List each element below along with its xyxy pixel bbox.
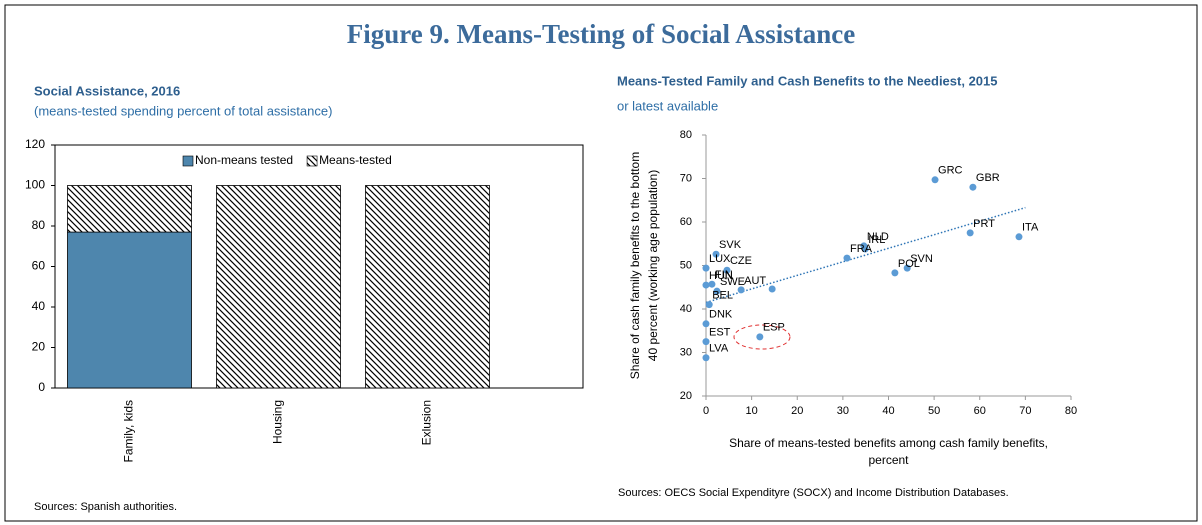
legend-swatch [182, 155, 194, 167]
point [705, 301, 713, 309]
point [723, 266, 731, 274]
point-label: GBR [976, 172, 1000, 184]
y-axis-label: 40 percent (working age population) [646, 170, 660, 361]
point-label: BEL [712, 290, 733, 302]
point [843, 254, 851, 262]
y-tick-label: 70 [680, 172, 692, 184]
bar-segment [67, 231, 192, 389]
point [861, 245, 869, 253]
point-label: NLD [867, 231, 889, 243]
x-tick-label: Housing [271, 400, 285, 444]
x-tick-label: 10 [746, 405, 758, 417]
source-note: Sources: Spanish authorities. [34, 501, 177, 513]
point-label: ESP [763, 322, 785, 334]
bar-segment [67, 185, 192, 233]
point-label: IRL [868, 234, 885, 246]
y-axis-label: Share of cash family benefits to the bot… [628, 152, 642, 379]
x-tick-label: 30 [837, 405, 849, 417]
point-label: POL [898, 258, 920, 270]
legend-label: Means-tested [319, 153, 392, 167]
point-label: EST [709, 327, 731, 339]
point-label: FIN [715, 269, 733, 281]
y-tick-label: 80 [680, 129, 692, 141]
chart-subtitle: (means-tested spending percent of total … [34, 103, 332, 118]
point-label: GRC [938, 165, 963, 177]
y-tick-label: 60 [680, 216, 692, 228]
x-tick-label: 80 [1065, 405, 1077, 417]
point [756, 333, 764, 341]
point-label: ITA [1022, 222, 1039, 234]
point-label: LUX [709, 253, 731, 265]
point [966, 229, 974, 237]
point-label: SVK [719, 239, 742, 251]
highlight-ellipse [733, 324, 791, 350]
point [702, 354, 710, 362]
y-tick-label: 0 [38, 380, 45, 394]
point [931, 176, 939, 184]
point [969, 183, 977, 191]
x-tick-label: Family, kids [122, 400, 136, 462]
y-tick-label: 40 [680, 303, 692, 315]
y-tick-label: 50 [680, 259, 692, 271]
y-tick-label: 20 [680, 390, 692, 402]
x-tick-label: 0 [703, 405, 709, 417]
point [737, 286, 745, 294]
bar-segment [216, 185, 341, 389]
y-tick-label: 120 [25, 137, 45, 151]
point [702, 338, 710, 346]
point [713, 287, 721, 295]
y-tick-label: 40 [32, 299, 46, 313]
x-axis-label: Share of means-tested benefits among cas… [729, 436, 1048, 450]
y-tick-label: 100 [25, 178, 45, 192]
legend-swatch [306, 155, 318, 167]
y-tick-label: 30 [680, 346, 692, 358]
point [712, 250, 720, 258]
point [903, 264, 911, 272]
point-label: SWE [720, 276, 745, 288]
x-tick-label: 60 [974, 405, 986, 417]
x-tick-label: Exlusion [420, 400, 434, 445]
figure-border [4, 4, 1198, 522]
point-label: SVN [910, 253, 933, 265]
x-tick-label: 40 [882, 405, 894, 417]
y-tick-label: 20 [32, 340, 46, 354]
point-label: LVA [709, 343, 729, 355]
point-label: DNK [709, 309, 733, 321]
chart-title: Means-Tested Family and Cash Benefits to… [617, 73, 998, 88]
point [702, 281, 710, 289]
point-label: PRT [973, 218, 995, 230]
point [702, 320, 710, 328]
point [702, 264, 710, 272]
point [891, 269, 899, 277]
x-axis-label: percent [868, 453, 909, 467]
point-label: HUN [709, 270, 733, 282]
point [1015, 233, 1023, 241]
point-label: AUT [744, 275, 766, 287]
x-tick-label: 20 [791, 405, 803, 417]
x-tick-label: 50 [928, 405, 940, 417]
figure-title: Figure 9. Means-Testing of Social Assist… [347, 19, 856, 49]
y-tick-label: 80 [32, 218, 46, 232]
point-label: CZE [730, 255, 752, 267]
point-label: FRA [850, 243, 873, 255]
x-tick-label: 70 [1019, 405, 1031, 417]
chart-subtitle: or latest available [617, 98, 718, 113]
y-tick-label: 60 [32, 259, 46, 273]
point [768, 285, 776, 293]
trend-line [705, 206, 1026, 304]
chart-title: Social Assistance, 2016 [34, 83, 180, 98]
bar-segment [365, 185, 490, 389]
legend-label: Non-means tested [195, 153, 293, 167]
point [708, 280, 716, 288]
source-note: Sources: OECS Social Expendityre (SOCX) … [618, 487, 1009, 499]
